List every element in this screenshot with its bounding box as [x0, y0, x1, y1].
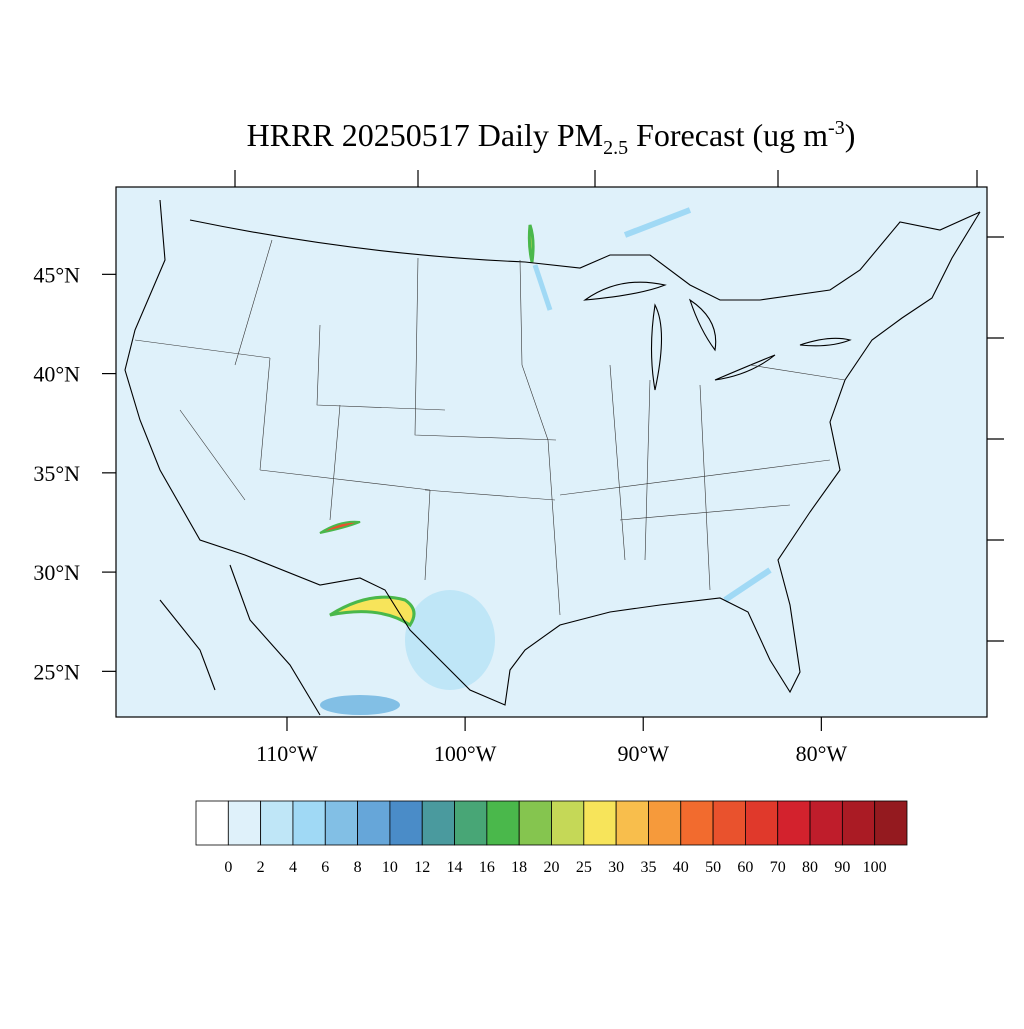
colorbar-label: 4: [289, 859, 297, 876]
map-features: [124, 199, 981, 716]
smoke-trail: [623, 207, 692, 238]
lon-tick-label: 90°W: [617, 741, 669, 766]
colorbar-box: [227, 800, 262, 846]
title-end: ): [845, 117, 856, 153]
colorbar-box: [486, 800, 520, 846]
border: [189, 211, 981, 301]
smoke-plume: [329, 595, 416, 628]
colorbar-box: [583, 800, 617, 846]
colorbar-box: [551, 800, 585, 846]
lon-tick-label: 100°W: [434, 741, 497, 766]
colorbar-box: [712, 800, 746, 846]
title-superscript: -3: [828, 117, 845, 139]
great-lakes: [583, 281, 852, 391]
colorbar-box: [454, 800, 488, 846]
colorbar-label: 100: [863, 859, 887, 876]
map-background: [116, 187, 987, 717]
colorbar-label: 2: [257, 859, 265, 876]
colorbar-label: 30: [608, 859, 624, 876]
colorbar-box: [518, 800, 552, 846]
colorbar-label: 25: [576, 859, 592, 876]
colorbar-label: 35: [640, 859, 656, 876]
colorbar-label: 0: [224, 859, 232, 876]
smoke-trail: [723, 567, 772, 603]
colorbar-label: 18: [511, 859, 527, 876]
colorbar-label: 90: [834, 859, 850, 876]
colorbar-box: [745, 800, 779, 846]
colorbar-label: 10: [382, 859, 398, 876]
map-frame: [115, 186, 988, 718]
state-lines: [134, 239, 846, 616]
title-main: HRRR 20250517 Daily PM: [247, 117, 603, 153]
lat-tick-label: 25°N: [33, 659, 80, 684]
colorbar-box: [421, 800, 455, 846]
coastline: [124, 199, 981, 706]
lon-tick-label: 110°W: [256, 741, 318, 766]
smoke-area: [320, 695, 400, 715]
lat-tick-label: 40°N: [33, 362, 80, 387]
colorbar-label: 70: [770, 859, 786, 876]
colorbar-label: 60: [737, 859, 753, 876]
colorbar-box: [195, 800, 229, 846]
lat-tick-label: 35°N: [33, 461, 80, 486]
lat-tick-label: 45°N: [33, 262, 80, 287]
colorbar-label: 16: [479, 859, 495, 876]
colorbar-box: [874, 800, 908, 846]
colorbar-label: 20: [544, 859, 560, 876]
colorbar-box: [357, 800, 391, 846]
colorbar-box: [841, 800, 876, 846]
lat-tick-label: 30°N: [33, 560, 80, 585]
colorbar-box: [680, 800, 714, 846]
smoke-plume: [527, 224, 535, 263]
colorbar-label: 6: [321, 859, 329, 876]
colorbar-box: [615, 800, 649, 846]
colorbar-box: [324, 800, 358, 846]
smoke-trail: [532, 264, 553, 311]
mexico-coast: [159, 564, 321, 716]
colorbar-label: 40: [673, 859, 689, 876]
colorbar-box: [389, 800, 423, 846]
title-subscript: 2.5: [603, 137, 628, 159]
colorbar-label: 8: [354, 859, 362, 876]
smoke-area: [405, 590, 495, 690]
lon-tick-label: 80°W: [796, 741, 848, 766]
colorbar-box: [809, 800, 843, 846]
frame-ticks: [234, 170, 1004, 642]
colorbar-box: [292, 800, 326, 846]
colorbar-box: [648, 800, 682, 846]
colorbar-label: 50: [705, 859, 721, 876]
colorbar-label: 80: [802, 859, 818, 876]
colorbar-label: 14: [447, 859, 463, 876]
colorbar-label: 12: [414, 859, 430, 876]
colorbar-box: [777, 800, 811, 846]
smoke-plume: [319, 520, 361, 534]
colorbar-box: [260, 800, 294, 846]
title-middle: Forecast (ug m: [628, 117, 828, 153]
map-title: HRRR 20250517 Daily PM2.5 Forecast (ug m…: [247, 117, 856, 159]
